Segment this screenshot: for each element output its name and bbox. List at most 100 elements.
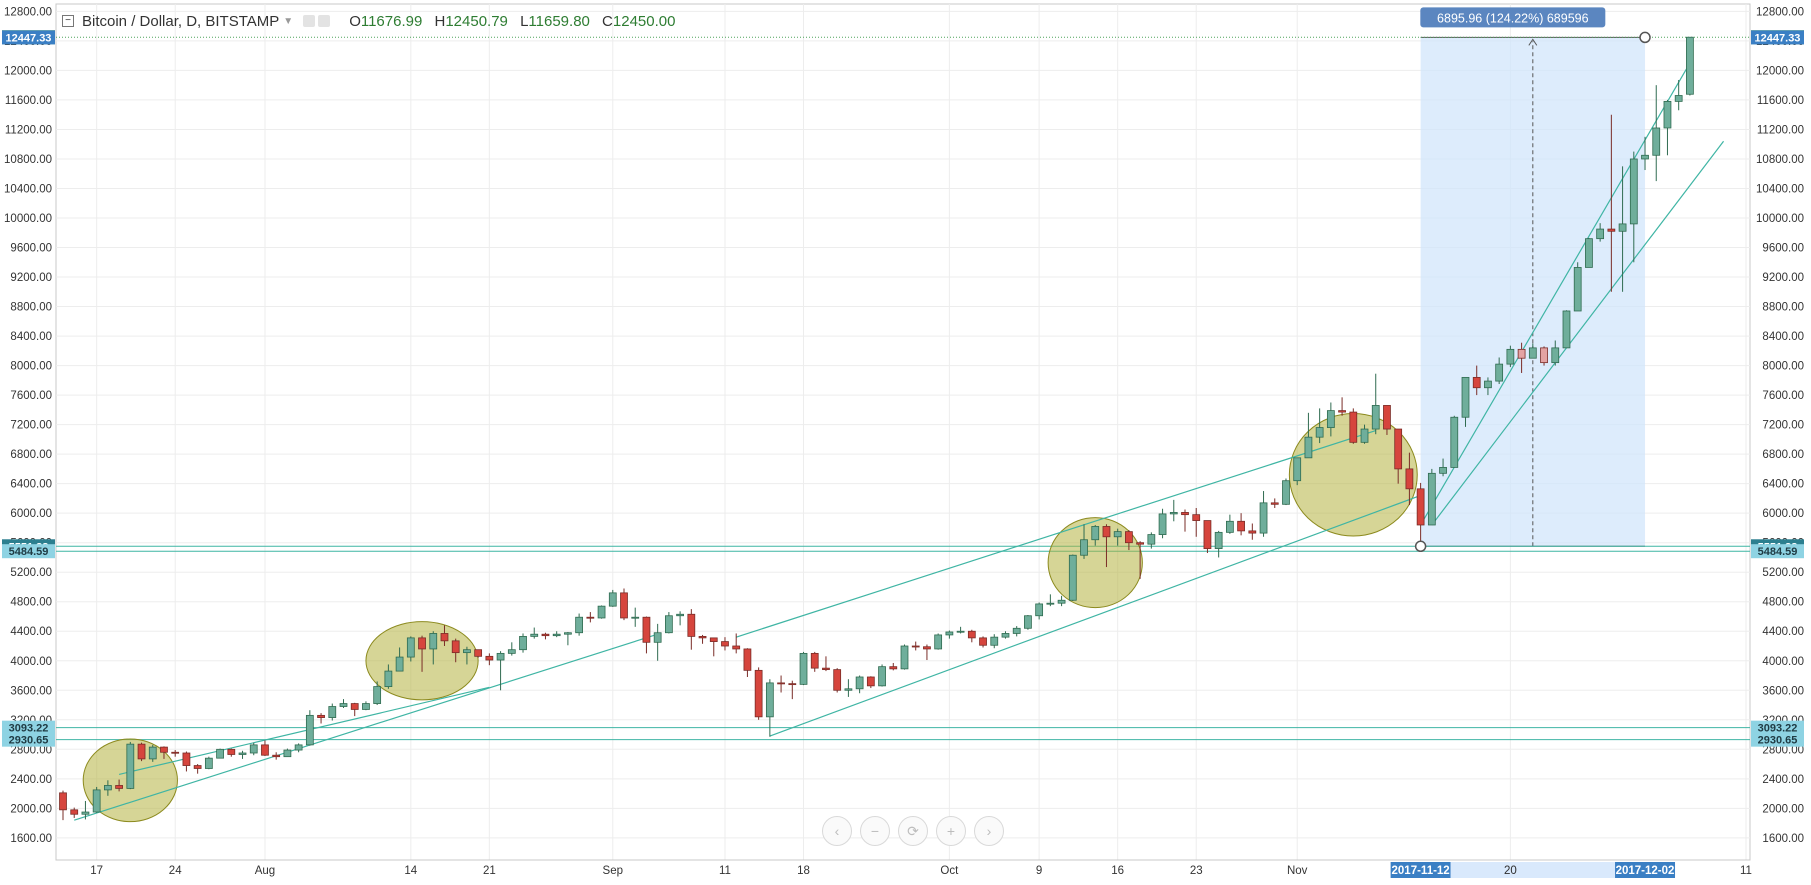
candle: [889, 662, 898, 671]
candle: [305, 710, 314, 746]
candle: [1259, 491, 1268, 537]
candle: [1158, 508, 1167, 539]
candle-body: [564, 632, 572, 635]
candle-body: [990, 636, 999, 646]
candle-body: [1203, 520, 1212, 549]
y-axis: 1600.00 1600.00 2000.00 2000.00 2400.00 2400.…: [4, 6, 1804, 844]
y-tick-label-right: 2000.00: [1762, 803, 1804, 815]
candle-body: [1517, 348, 1526, 359]
candle-body: [1259, 502, 1268, 534]
candle-body: [1585, 238, 1593, 268]
candle-body: [1136, 542, 1144, 545]
x-tick-label: Sep: [603, 865, 623, 877]
candle-body: [1282, 480, 1290, 505]
candle: [1674, 80, 1683, 111]
chevron-down-icon[interactable]: ▼: [283, 15, 294, 27]
candle: [653, 623, 662, 661]
candle: [990, 634, 999, 649]
candle: [1663, 99, 1672, 156]
candle-body: [765, 682, 774, 718]
candle: [687, 609, 696, 650]
candle: [1338, 397, 1346, 416]
y-tick-label-right: 8400.00: [1762, 331, 1804, 343]
x-highlight-bg: [1615, 862, 1676, 878]
candle-body: [1439, 467, 1447, 474]
candle: [1405, 452, 1414, 506]
candle-body: [238, 752, 247, 755]
trend-line: [118, 686, 490, 775]
candle: [317, 713, 325, 724]
price-tag-bg: [2, 732, 55, 747]
candle-body: [193, 765, 202, 769]
candle: [979, 636, 987, 648]
low-key: L: [520, 12, 529, 30]
reset-button[interactable]: ⟳: [898, 816, 928, 846]
scroll-left-button[interactable]: ‹: [822, 816, 852, 846]
candle-body: [799, 652, 808, 685]
candle-body: [597, 605, 606, 619]
eye-icon[interactable]: [303, 15, 316, 27]
close-value: 12450.00: [612, 12, 676, 30]
close-key: C: [602, 12, 613, 30]
candle-body: [687, 613, 696, 637]
candle-body: [1416, 488, 1425, 526]
candle-body: [541, 633, 550, 637]
y-tick-label-left: 8000.00: [10, 361, 52, 373]
candle: [474, 649, 483, 658]
candle-body: [788, 683, 797, 686]
y-tick-label-right: 4800.00: [1762, 597, 1804, 609]
candle: [1540, 346, 1548, 366]
candle-body: [1024, 615, 1032, 629]
y-tick-label-right: 10000.00: [1756, 213, 1804, 225]
trend-line: [736, 429, 1376, 638]
price-tag-label: 3093.22: [9, 723, 49, 735]
candle: [866, 676, 875, 689]
candle-body: [328, 706, 337, 718]
candle-body: [283, 749, 292, 758]
candle-body: [1573, 267, 1582, 312]
symbol-title[interactable]: Bitcoin / Dollar, D, BITSTAMP: [82, 12, 280, 30]
candle: [70, 807, 79, 818]
collapse-legend-icon[interactable]: −: [62, 15, 74, 27]
candle: [1629, 151, 1638, 263]
candle: [1427, 468, 1436, 526]
scroll-right-button[interactable]: ›: [974, 816, 1004, 846]
candle: [1270, 498, 1279, 509]
candle-body: [440, 633, 449, 642]
y-tick-label-right: 6800.00: [1762, 449, 1804, 461]
candle: [1136, 541, 1144, 579]
y-tick-label-right: 8000.00: [1762, 361, 1804, 373]
zoom-in-button[interactable]: +: [936, 816, 966, 846]
candle: [900, 644, 909, 670]
settings-icon[interactable]: [318, 15, 331, 27]
candle: [1169, 499, 1178, 522]
candle-body: [1427, 472, 1436, 526]
y-tick-label-left: 10400.00: [4, 183, 52, 195]
candle: [1057, 595, 1066, 607]
y-tick-label-left: 8800.00: [10, 302, 52, 314]
candle: [1551, 340, 1560, 366]
candle: [1652, 85, 1661, 182]
candle: [1024, 615, 1032, 630]
candle-body: [642, 616, 651, 643]
y-tick-label-left: 8400.00: [10, 331, 52, 343]
y-tick-label-right: 6400.00: [1762, 479, 1804, 491]
price-tag-bg: [1751, 720, 1804, 735]
zoom-out-button[interactable]: −: [860, 816, 890, 846]
candle-body: [1248, 530, 1257, 534]
candle: [238, 750, 247, 759]
candle: [294, 743, 303, 753]
candle-body: [1495, 363, 1504, 382]
grid: [56, 4, 1750, 860]
candle: [743, 648, 752, 677]
candle: [1068, 554, 1077, 601]
price-tag-label: 12447.33: [1755, 32, 1801, 44]
candle-body: [1080, 539, 1088, 556]
candle: [1416, 482, 1425, 547]
x-highlight-bg: [1390, 862, 1451, 878]
candle-body: [249, 744, 258, 754]
y-tick-label-right: 9200.00: [1762, 272, 1804, 284]
candle: [137, 742, 146, 762]
